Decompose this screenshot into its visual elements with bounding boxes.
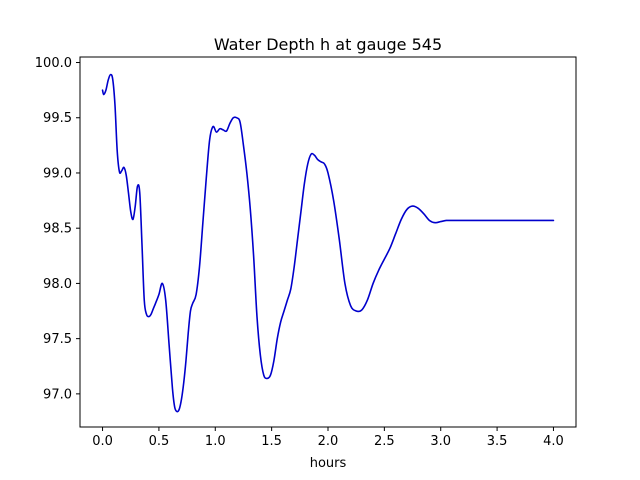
y-axis: 97.0 97.5 98.0 98.5 99.0 99.5 100.0 [35,56,80,402]
x-tick-label: 1.0 [205,434,226,449]
y-tick-label: 98.5 [43,222,72,237]
y-tick-label: 97.5 [43,332,72,347]
x-tick-label: 3.0 [430,434,451,449]
y-tick-label: 99.5 [43,111,72,126]
x-tick-label: 0.0 [92,434,113,449]
x-tick-label: 3.5 [487,434,508,449]
x-axis: 0.0 0.5 1.0 1.5 2.0 2.5 3.0 3.5 4.0 [92,427,564,449]
chart-title: Water Depth h at gauge 545 [214,35,442,54]
x-axis-label: hours [310,456,347,471]
x-tick-label: 1.5 [261,434,282,449]
plot-area: 0.0 0.5 1.0 1.5 2.0 2.5 3.0 3.5 4.0 97.0 97.5 98.0… [35,56,577,449]
x-tick-label: 4.0 [543,434,564,449]
y-tick-label: 98.0 [43,277,72,292]
plot-frame [79,56,577,428]
y-tick-label: 100.0 [35,56,72,71]
y-tick-label: 99.0 [43,166,72,181]
series-line [101,73,555,413]
x-tick-label: 2.0 [318,434,339,449]
x-tick-label: 2.5 [374,434,395,449]
x-tick-label: 0.5 [149,434,170,449]
y-tick-label: 97.0 [43,387,72,402]
